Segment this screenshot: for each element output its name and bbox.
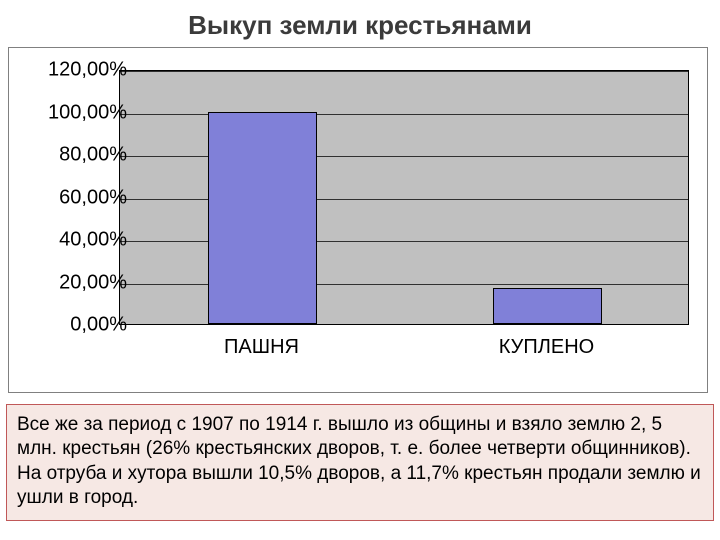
grid-line [120, 199, 688, 200]
grid-line [120, 114, 688, 115]
y-tick-label: 40,00% [27, 229, 127, 252]
grid-line [120, 71, 688, 72]
bar [208, 112, 316, 325]
caption-box: Все же за период с 1907 по 1914 г. вышло… [6, 404, 714, 521]
slide-title: Выкуп земли крестьянами [0, 0, 720, 47]
slide: Выкуп земли крестьянами 0,00% 20,00% 40,00… [0, 0, 720, 540]
grid-line [120, 156, 688, 157]
y-tick-label: 60,00% [27, 186, 127, 209]
bar [493, 288, 601, 324]
x-category-label: ПАШНЯ [224, 336, 299, 359]
bar-chart: 0,00% 20,00% 40,00% 60,00% 80,00% 100,00% 120,… [8, 47, 708, 393]
y-tick-label: 80,00% [27, 144, 127, 167]
grid-line [120, 284, 688, 285]
x-category-label: КУПЛЕНО [499, 336, 594, 359]
grid-line [120, 241, 688, 242]
y-tick-label: 120,00% [27, 59, 127, 82]
y-tick-label: 20,00% [27, 271, 127, 294]
caption-paragraph-1: Все же за период с 1907 по 1914 г. вышло… [17, 413, 703, 462]
caption-paragraph-2: На отруба и хутора вышли 10,5% дворов, а… [17, 462, 703, 511]
plot-area [119, 70, 689, 325]
y-tick-label: 0,00% [27, 314, 127, 337]
y-tick-label: 100,00% [27, 101, 127, 124]
